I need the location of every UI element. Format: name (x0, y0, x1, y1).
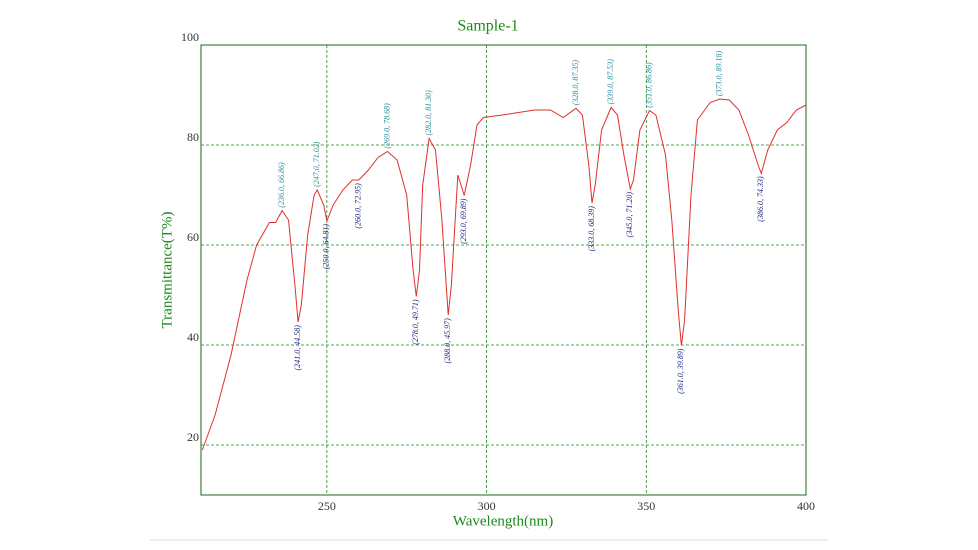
peak-label: (351.0, 86.86) (644, 62, 653, 108)
y-tick-label: 100 (181, 30, 199, 44)
y-tick-label: 80 (187, 130, 199, 144)
chart-title: Sample-1 (457, 18, 518, 35)
x-axis-label: Wavelength(nm) (453, 513, 553, 529)
x-tick-label: 350 (637, 499, 655, 513)
peak-label: (339.0, 87.53) (606, 59, 615, 105)
valley-label: (250.0, 64.81) (322, 224, 331, 270)
valley-label: (345.0, 71.20) (625, 192, 634, 238)
peak-label: (373.0, 89.18) (715, 50, 724, 96)
x-tick-label: 400 (797, 499, 815, 513)
valley-label: (278.0, 49.71) (411, 299, 420, 345)
valley-label: (333.0, 68.39) (587, 206, 596, 252)
y-tick-label: 40 (187, 330, 199, 344)
valley-label: (361.0, 39.89) (676, 348, 685, 394)
x-tick-label: 300 (478, 499, 496, 513)
valley-label: (288.0, 45.97) (443, 318, 452, 364)
peak-label: (269.0, 78.68) (382, 103, 391, 149)
peak-label: (236.0, 66.86) (277, 162, 286, 208)
valley-label: (293.0, 69.89) (459, 198, 468, 244)
y-tick-label: 20 (187, 430, 199, 444)
peak-label: (247.0, 71.02) (312, 141, 321, 187)
valley-label: (260.0, 72.95) (354, 183, 363, 229)
peak-label: (282.0, 81.30) (424, 90, 433, 136)
peak-label: (328.0, 87.35) (571, 60, 580, 106)
x-tick-label: 250 (318, 499, 336, 513)
y-tick-label: 60 (187, 230, 199, 244)
valley-label: (386.0, 74.33) (756, 176, 765, 222)
y-axis-label: Transmittance(T%) (159, 212, 175, 329)
plot-frame (200, 44, 807, 496)
spectrum-line (201, 98, 807, 451)
valley-label: (241.0, 44.58) (293, 325, 302, 371)
